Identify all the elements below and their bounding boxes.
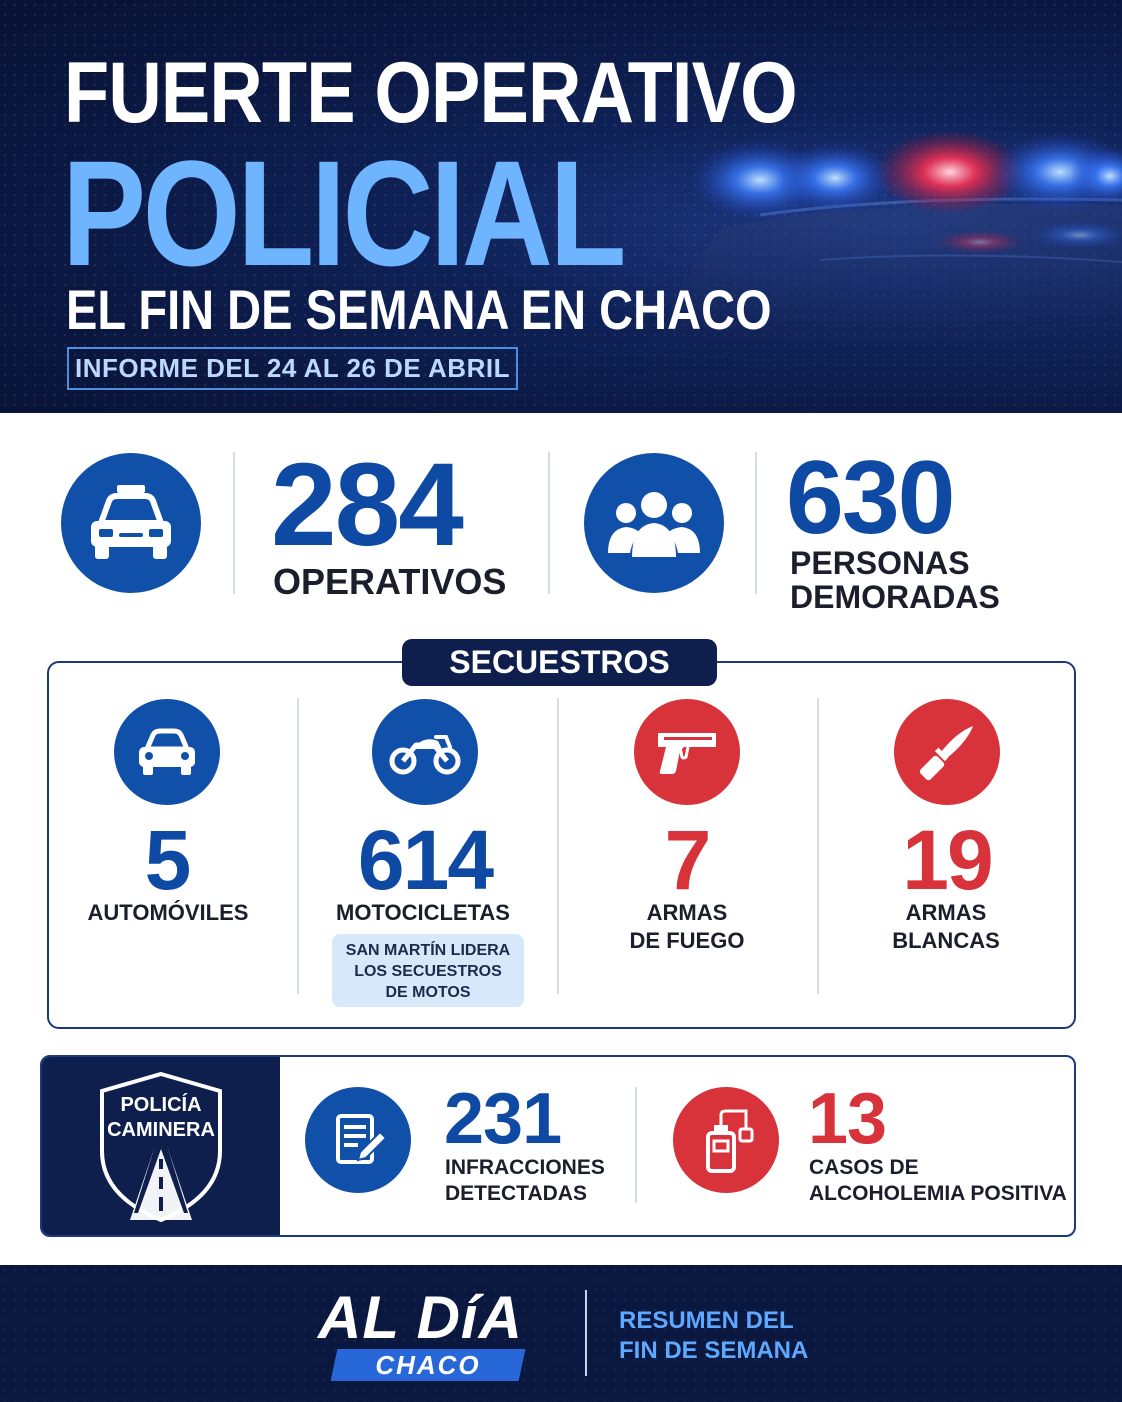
motocicletas-label: MOTOCICLETAS [336, 900, 510, 925]
divider [297, 698, 299, 994]
brand-logo-sub: CHACO [330, 1349, 526, 1381]
alcoholemia-label-line1: CASOS DE [809, 1156, 919, 1179]
note-line: DE MOTOS [385, 984, 471, 1001]
armas-fuego-label-line2: DE FUEGO [629, 928, 745, 953]
divider [233, 452, 235, 594]
operativos-value: 284 [271, 439, 464, 571]
footer-tagline-line1: RESUMEN DEL [619, 1307, 794, 1334]
demoradas-value: 630 [786, 440, 956, 556]
automoviles-label: AUTOMÓVILES [87, 900, 249, 925]
header-banner: FUERTE OPERATIVO POLICIAL EL FIN DE SEMA… [0, 0, 1122, 413]
brand-logo-text: AL DíA [318, 1284, 523, 1351]
infracciones-label-line1: INFRACCIONES [445, 1156, 605, 1179]
divider [817, 698, 819, 994]
divider [557, 698, 559, 994]
report-date-box: INFORME DEL 24 AL 26 DE ABRIL [67, 347, 518, 390]
headline-line2: POLICIAL [62, 129, 626, 297]
alcoholemia-label-line2: ALCOHOLEMIA POSITIVA [809, 1182, 1067, 1205]
headline-line3: EL FIN DE SEMANA EN CHACO [66, 278, 772, 341]
operativos-label: OPERATIVOS [273, 561, 507, 602]
motorcycle-icon [372, 699, 478, 805]
police-car-icon [61, 453, 201, 593]
secuestros-title: SECUESTROS [402, 639, 717, 686]
people-group-icon [584, 453, 724, 593]
caminera-badge-area: POLICÍA CAMINERA [42, 1057, 280, 1235]
police-lights-background [640, 130, 1122, 413]
document-pen-icon [305, 1087, 411, 1193]
divider [548, 452, 550, 594]
infracciones-value: 231 [444, 1079, 562, 1159]
breathalyzer-icon [673, 1087, 779, 1193]
note-line: SAN MARTÍN LIDERA [345, 942, 511, 959]
armas-blancas-value: 19 [902, 813, 993, 907]
note-line: LOS SECUESTROS [354, 963, 502, 980]
demoradas-label-line1: PERSONAS [790, 545, 970, 581]
san-martin-note: SAN MARTÍN LIDERA LOS SECUESTROS DE MOTO… [332, 934, 524, 1007]
motocicletas-value: 614 [357, 813, 494, 907]
demoradas-label-line2: DEMORADAS [790, 579, 1000, 615]
car-icon [114, 699, 220, 805]
footer-divider [585, 1290, 587, 1376]
caminera-badge-line2: CAMINERA [107, 1119, 215, 1141]
shield-icon [100, 1071, 222, 1223]
divider [755, 452, 757, 594]
knife-icon [894, 699, 1000, 805]
alcoholemia-value: 13 [808, 1079, 887, 1159]
caminera-panel: POLICÍA CAMINERA [40, 1055, 1076, 1237]
automoviles-value: 5 [144, 813, 192, 907]
headline-line1: FUERTE OPERATIVO [64, 45, 798, 141]
infracciones-label-line2: DETECTADAS [445, 1182, 587, 1205]
footer-tagline-line2: FIN DE SEMANA [619, 1337, 809, 1364]
armas-blancas-label-line2: BLANCAS [892, 928, 1000, 953]
divider [635, 1087, 637, 1203]
dot-pattern [0, 1265, 1122, 1402]
brand-sub-text: CHACO [375, 1350, 481, 1380]
caminera-badge-line1: POLICÍA [120, 1094, 202, 1116]
footer [0, 1265, 1122, 1402]
footer-tagline: RESUMEN DEL FIN DE SEMANA [619, 1306, 808, 1366]
armas-blancas-label-line1: ARMAS [905, 900, 987, 925]
armas-fuego-label-line1: ARMAS [646, 900, 728, 925]
armas-fuego-value: 7 [664, 813, 712, 907]
pistol-icon [634, 699, 740, 805]
